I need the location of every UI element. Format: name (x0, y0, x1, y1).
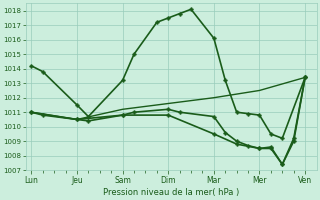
X-axis label: Pression niveau de la mer( hPa ): Pression niveau de la mer( hPa ) (103, 188, 239, 197)
